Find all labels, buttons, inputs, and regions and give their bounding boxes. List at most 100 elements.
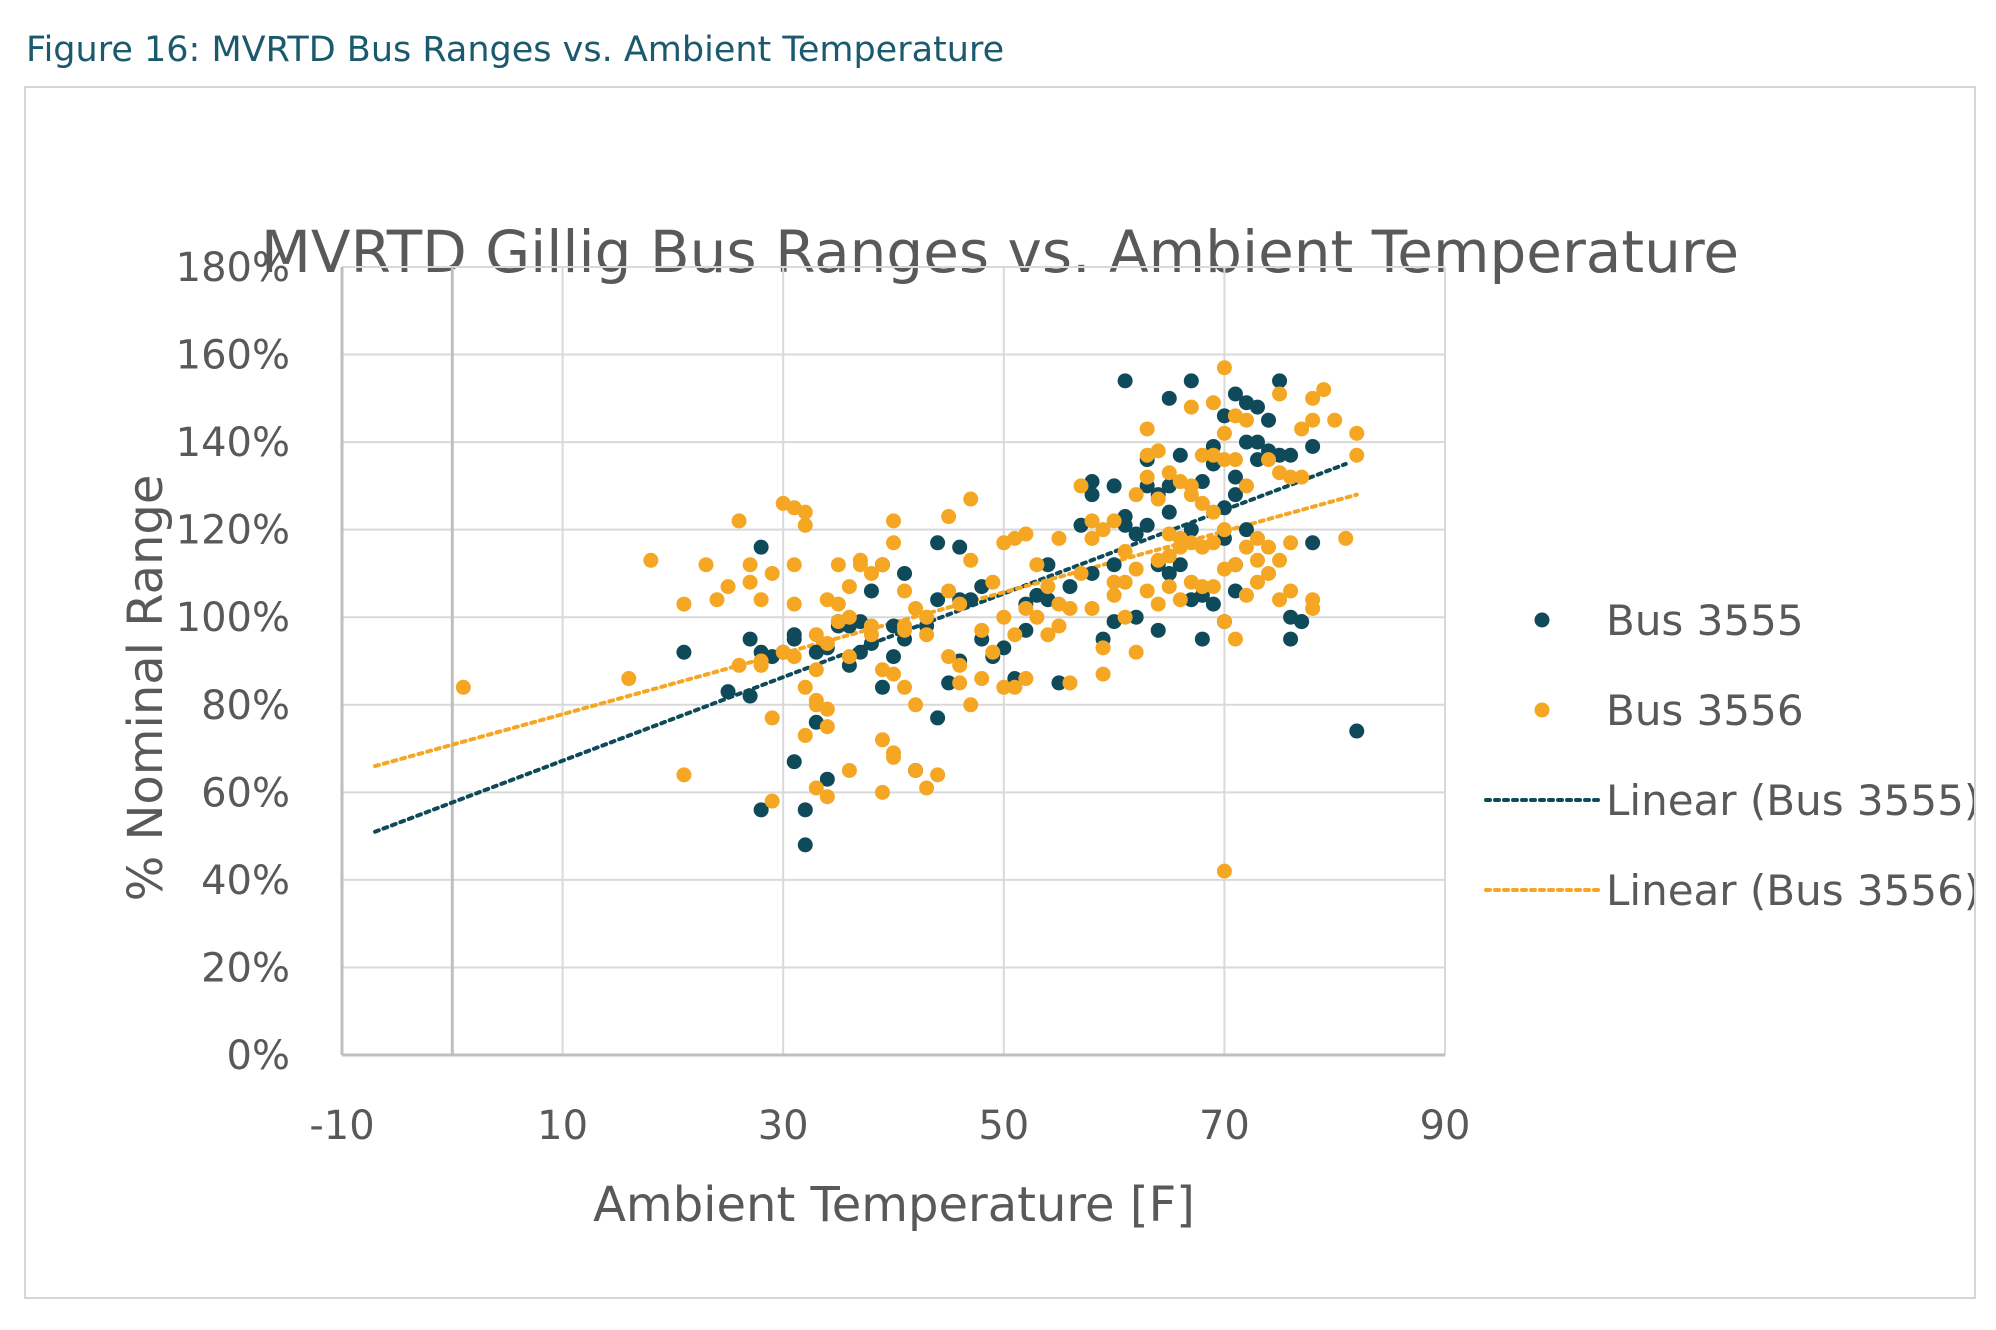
data-point-bus-3556 — [1128, 644, 1144, 660]
data-point-bus-3556 — [974, 671, 990, 687]
data-point-bus-3556 — [808, 627, 824, 643]
gridlines — [342, 266, 1446, 1055]
data-point-bus-3556 — [952, 596, 968, 612]
data-point-bus-3555 — [897, 565, 913, 581]
legend-marker — [1534, 612, 1550, 628]
data-point-bus-3556 — [841, 649, 857, 665]
legend: Bus 3555 Bus 3556 Linear (Bus 3555) Linear … — [1484, 596, 1974, 915]
data-point-bus-3556 — [1051, 618, 1067, 634]
data-point-bus-3555 — [863, 583, 879, 599]
data-point-bus-3556 — [786, 557, 802, 573]
data-point-bus-3555 — [720, 684, 736, 700]
data-point-bus-3556 — [919, 627, 935, 643]
data-point-bus-3555 — [1172, 447, 1188, 463]
data-point-bus-3556 — [1238, 539, 1254, 555]
data-point-bus-3556 — [819, 719, 835, 735]
data-point-bus-3555 — [1051, 675, 1067, 691]
data-point-bus-3556 — [1227, 631, 1243, 647]
data-point-bus-3556 — [908, 762, 924, 778]
data-point-bus-3556 — [1305, 412, 1321, 428]
y-tick-label: 20% — [201, 945, 290, 991]
data-point-bus-3556 — [1018, 526, 1034, 542]
data-point-bus-3556 — [985, 644, 1001, 660]
data-point-bus-3556 — [963, 697, 979, 713]
data-point-bus-3556 — [1272, 592, 1288, 608]
data-point-bus-3556 — [1084, 513, 1100, 529]
data-point-bus-3556 — [1183, 487, 1199, 503]
data-point-bus-3555 — [1128, 609, 1144, 625]
data-point-bus-3556 — [1305, 390, 1321, 406]
data-point-bus-3556 — [753, 592, 769, 608]
y-tick-label: 80% — [201, 683, 290, 729]
data-point-bus-3556 — [1106, 587, 1122, 603]
data-point-bus-3556 — [1316, 382, 1332, 398]
data-point-bus-3556 — [819, 789, 835, 805]
data-point-bus-3556 — [1305, 600, 1321, 616]
data-point-bus-3555 — [1272, 373, 1288, 389]
data-point-bus-3556 — [1029, 609, 1045, 625]
data-point-bus-3556 — [886, 513, 901, 529]
data-point-bus-3556 — [1216, 522, 1232, 538]
data-point-bus-3556 — [874, 557, 890, 573]
data-point-bus-3556 — [786, 649, 802, 665]
data-point-bus-3555 — [797, 837, 813, 853]
data-point-bus-3555 — [1294, 614, 1310, 630]
data-point-bus-3555 — [1305, 438, 1321, 454]
data-point-bus-3556 — [1205, 535, 1221, 551]
data-point-bus-3556 — [1040, 579, 1056, 595]
data-point-bus-3556 — [1150, 443, 1166, 459]
data-point-bus-3556 — [841, 579, 857, 595]
x-tick-label: 70 — [1199, 1103, 1250, 1149]
data-point-bus-3555 — [1216, 408, 1232, 424]
data-point-bus-3555 — [742, 688, 758, 704]
data-point-bus-3556 — [1261, 565, 1277, 581]
data-point-bus-3556 — [897, 618, 913, 634]
y-tick-label: 120% — [176, 508, 290, 554]
data-point-bus-3556 — [886, 749, 901, 765]
data-point-bus-3556 — [1183, 399, 1199, 415]
data-point-bus-3555 — [1172, 557, 1188, 573]
data-point-bus-3556 — [1205, 504, 1221, 520]
data-point-bus-3556 — [764, 793, 780, 809]
data-point-bus-3556 — [1283, 535, 1299, 551]
data-point-bus-3555 — [1283, 447, 1299, 463]
data-point-bus-3556 — [808, 780, 824, 796]
data-point-bus-3555 — [742, 631, 758, 647]
data-point-bus-3556 — [797, 679, 813, 695]
data-point-bus-3555 — [797, 802, 813, 818]
data-point-bus-3556 — [1216, 614, 1232, 630]
data-point-bus-3556 — [952, 675, 968, 691]
data-point-bus-3556 — [1029, 557, 1045, 573]
data-point-bus-3556 — [996, 609, 1012, 625]
data-point-bus-3556 — [1018, 600, 1034, 616]
data-point-bus-3556 — [1150, 596, 1166, 612]
data-point-bus-3556 — [897, 679, 913, 695]
x-axis-label: Ambient Temperature [F] — [593, 1177, 1195, 1233]
data-point-bus-3556 — [1095, 640, 1111, 656]
legend-label: Bus 3556 — [1606, 686, 1804, 735]
data-point-bus-3556 — [1261, 539, 1277, 555]
data-point-bus-3556 — [941, 509, 957, 525]
data-point-bus-3556 — [1095, 522, 1111, 538]
data-point-bus-3555 — [1117, 373, 1133, 389]
data-point-bus-3556 — [764, 710, 780, 726]
data-point-bus-3556 — [863, 565, 879, 581]
data-point-bus-3556 — [1139, 421, 1155, 437]
data-point-bus-3556 — [1128, 561, 1144, 577]
data-point-bus-3556 — [1128, 487, 1144, 503]
data-point-bus-3555 — [1183, 373, 1199, 389]
data-point-bus-3556 — [1249, 552, 1265, 568]
data-point-bus-3556 — [1073, 478, 1089, 494]
data-point-bus-3556 — [1040, 627, 1056, 643]
data-point-bus-3555 — [1227, 386, 1243, 402]
data-point-bus-3556 — [1227, 557, 1243, 573]
data-point-bus-3556 — [1106, 513, 1122, 529]
y-tick-label: 140% — [176, 420, 290, 466]
data-point-bus-3556 — [1238, 478, 1254, 494]
data-point-bus-3556 — [1238, 587, 1254, 603]
data-point-bus-3556 — [841, 609, 857, 625]
data-point-bus-3555 — [941, 675, 957, 691]
data-point-bus-3555 — [1128, 526, 1144, 542]
data-point-bus-3556 — [996, 679, 1012, 695]
legend-label: Linear (Bus 3555) — [1606, 776, 1974, 825]
